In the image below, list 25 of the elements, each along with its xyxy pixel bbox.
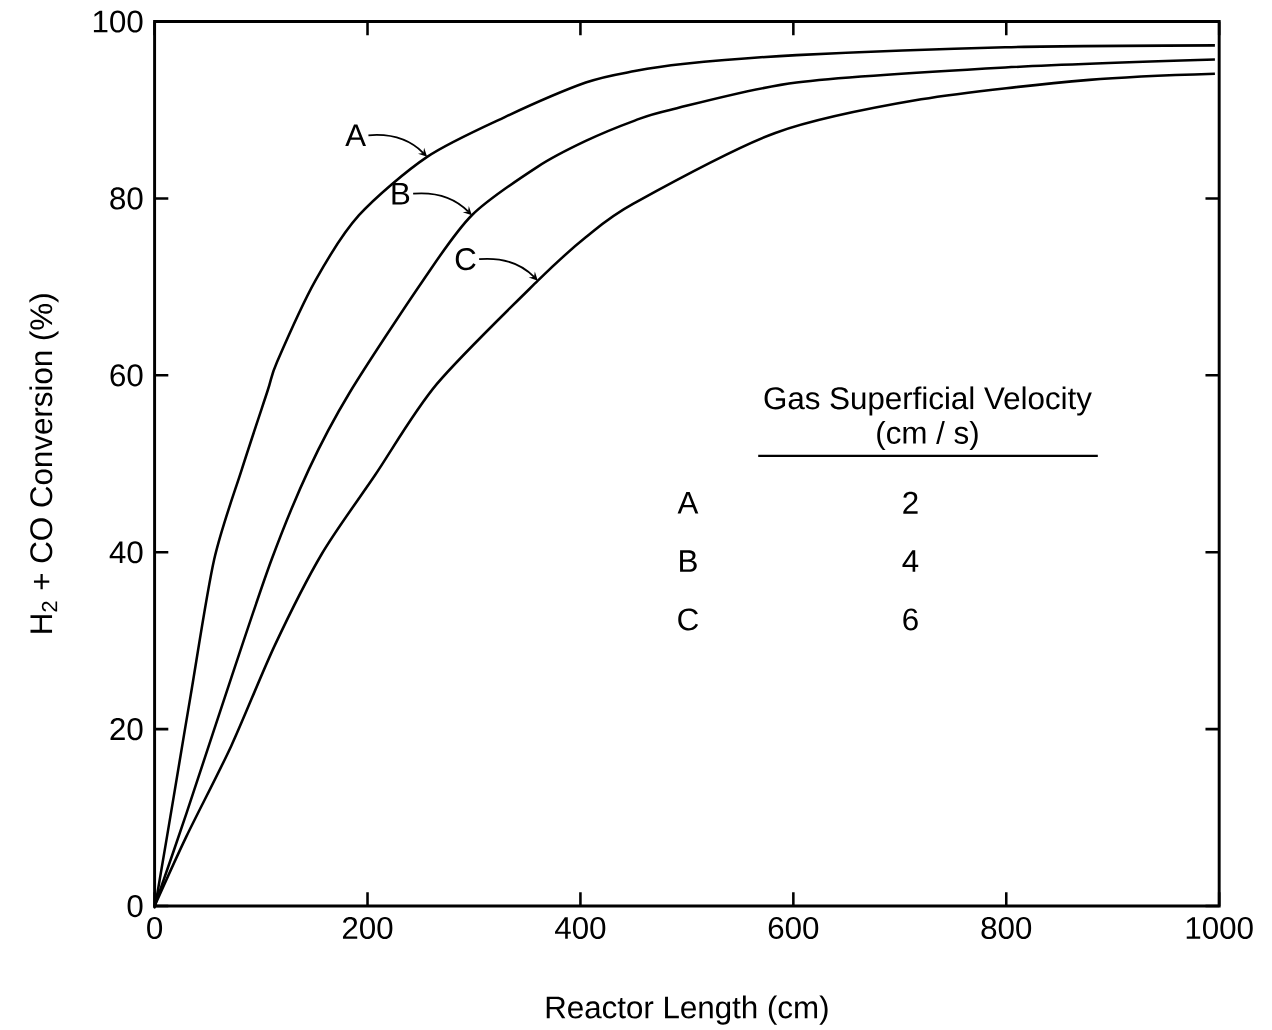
y-tick-label: 20 [110,717,143,741]
annotation: B [680,550,697,572]
annotation: (cm / s) [877,420,978,450]
x-tick-label: 800 [981,916,1032,939]
annotation: A [677,491,699,514]
y-tick-label: 100 [93,10,143,33]
annotation: B [392,182,410,205]
x-tick-label: 400 [555,916,606,939]
x-tick-label: 200 [342,916,393,939]
annotation: C [455,247,476,271]
annotation: 6 [903,608,918,631]
annotation: Gas Superficial Velocity [764,386,1092,416]
annotation: A [345,124,366,146]
annotation: C [678,608,699,631]
y-tick-label: 80 [110,187,143,210]
x-tick-label: 600 [768,916,819,939]
x-tick-label: 0 [147,916,163,939]
x-axis-title: Reactor Length (cm) [546,995,828,1025]
y-tick-label: 40 [109,541,143,564]
annotation: 2 [903,491,918,514]
y-axis-title: H$_{2}$ + CO Conversion (%) [29,294,59,633]
annotation: 4 [902,550,919,572]
y-tick-label: 60 [110,364,143,387]
x-tick-label: 1000 [1186,916,1253,939]
y-tick-label: 0 [127,894,143,917]
